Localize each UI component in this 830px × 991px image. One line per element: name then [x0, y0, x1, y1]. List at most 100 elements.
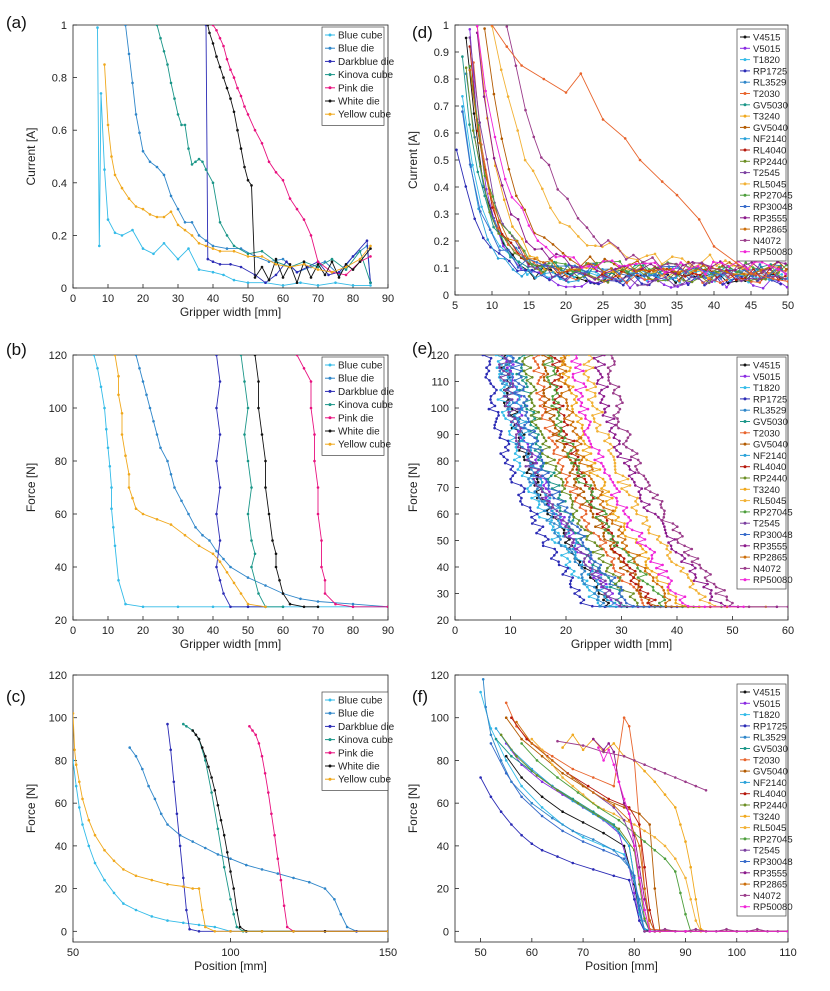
data-point: [511, 474, 515, 478]
data-point: [514, 436, 518, 440]
data-point: [584, 414, 587, 417]
data-point: [638, 912, 641, 916]
data-point: [556, 366, 559, 370]
legend-marker: [328, 442, 332, 446]
data-point: [534, 461, 537, 465]
data-point: [613, 445, 616, 449]
data-point: [548, 490, 551, 494]
data-point: [652, 269, 655, 273]
data-point: [522, 385, 526, 389]
data-point: [260, 249, 264, 253]
data-point: [587, 355, 591, 357]
data-point: [87, 844, 91, 848]
data-point: [270, 812, 273, 816]
data-point: [547, 356, 551, 360]
data-point: [517, 493, 520, 497]
data-point: [528, 506, 532, 509]
data-point: [571, 503, 574, 506]
data-point: [525, 471, 529, 475]
data-point: [581, 449, 585, 452]
series-rl3529: [498, 355, 662, 609]
data-point: [239, 592, 243, 595]
data-point: [616, 246, 620, 250]
data-point: [646, 592, 650, 595]
series-darkblue-die: [215, 355, 267, 609]
data-point: [563, 363, 567, 366]
y-tick-label: 120: [49, 670, 67, 682]
data-point: [566, 522, 569, 525]
data-point: [627, 515, 630, 519]
data-point: [642, 474, 646, 478]
data-point: [568, 490, 572, 494]
data-point: [569, 458, 572, 462]
data-point: [602, 260, 605, 263]
data-point: [661, 519, 664, 522]
data-point: [575, 557, 578, 560]
data-point: [509, 423, 513, 427]
data-point: [595, 261, 598, 265]
data-point: [323, 579, 327, 582]
y-tick-label: 20: [55, 615, 67, 627]
data-point: [508, 259, 511, 263]
data-point: [622, 853, 626, 856]
data-point: [643, 908, 646, 912]
legend-box: [736, 683, 787, 917]
data-point: [622, 442, 625, 446]
data-point: [577, 576, 580, 579]
data-point: [530, 420, 533, 424]
data-point: [638, 919, 641, 922]
data-point: [544, 496, 548, 500]
data-point: [229, 263, 232, 266]
x-tick-label: 60: [277, 293, 289, 305]
data-point: [507, 442, 511, 446]
legend-label: RP27045: [753, 834, 793, 845]
data-point: [550, 557, 553, 560]
data-point: [493, 423, 497, 427]
legend-label: V4515: [753, 688, 780, 699]
data-point: [556, 369, 559, 373]
data-point: [674, 776, 677, 779]
series-line: [593, 355, 777, 608]
data-point: [327, 273, 330, 277]
data-point: [694, 589, 698, 592]
data-point: [725, 598, 729, 602]
data-point: [776, 275, 780, 278]
data-point: [498, 436, 502, 440]
plot-frame: [454, 674, 789, 943]
data-point: [764, 278, 767, 281]
data-point: [768, 278, 771, 282]
series-line: [582, 355, 766, 608]
data-point: [141, 605, 145, 609]
data-point: [647, 598, 651, 602]
data-point: [486, 238, 490, 241]
data-point: [621, 474, 625, 478]
legend-marker: [743, 837, 747, 841]
data-point: [78, 780, 81, 784]
data-point: [643, 763, 646, 766]
legend-label: T3240: [753, 112, 780, 123]
data-point: [663, 528, 667, 532]
data-point: [499, 452, 503, 455]
data-point: [618, 280, 622, 283]
data-point: [551, 759, 554, 762]
legend-label: Blue cube: [338, 31, 383, 42]
data-point: [731, 601, 734, 605]
data-point: [536, 439, 539, 443]
series-line: [135, 355, 388, 608]
data-point: [712, 245, 716, 248]
data-point: [264, 584, 267, 587]
data-point: [705, 579, 709, 583]
legend-label: Blue cube: [338, 361, 383, 372]
legend-marker: [328, 389, 332, 393]
data-point: [639, 493, 642, 497]
data-point: [492, 225, 495, 229]
legend-label: Pink die: [338, 83, 374, 94]
data-point: [640, 487, 644, 490]
data-point: [281, 605, 285, 609]
data-point: [176, 223, 180, 227]
data-point: [103, 63, 106, 66]
data-point: [587, 522, 591, 525]
data-point: [607, 404, 611, 408]
legend-label: T2030: [753, 89, 780, 100]
